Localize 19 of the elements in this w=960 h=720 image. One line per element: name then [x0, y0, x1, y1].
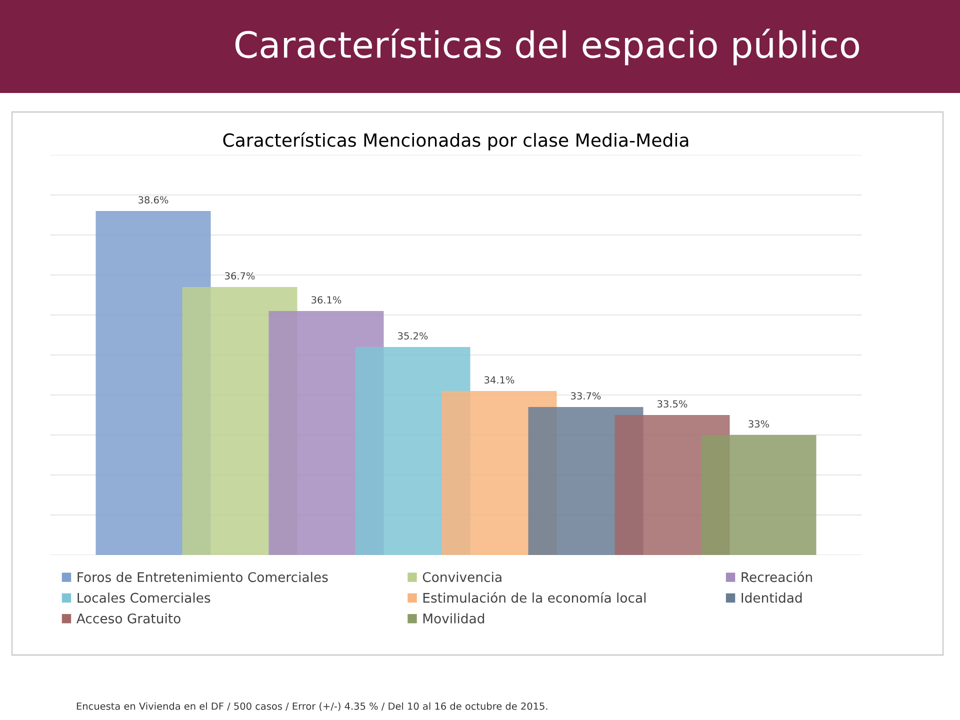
- data-label: 33%: [748, 420, 770, 428]
- data-label: 38.6%: [138, 196, 168, 204]
- legend-label: Foros de Entretenimiento Comerciales: [78, 572, 328, 582]
- legend-label: Estimulación de la economía local: [423, 592, 646, 603]
- data-label: 34.1%: [484, 376, 514, 384]
- data-label: 33.5%: [658, 400, 688, 408]
- legend-label: Movilidad: [423, 613, 484, 624]
- legend-label: Locales Comerciales: [78, 592, 210, 603]
- chart-title: Características del espacio público: [235, 28, 860, 66]
- data-label: 35.2%: [398, 332, 428, 340]
- data-label: 36.1%: [312, 296, 342, 304]
- legend-label: Acceso Gratuito: [76, 613, 180, 624]
- legend-label: Identidad: [742, 592, 802, 603]
- chart-subtitle: Características Mencionadas por clase Media-Media: [223, 132, 688, 150]
- legend-label: Recreación: [742, 571, 812, 582]
- data-label: 33.7%: [571, 392, 601, 400]
- data-label: 36.7%: [225, 272, 255, 280]
- text: Encuesta en Vivienda en el DF / 500 casos / Error (+/-) 4.35 % / Del 10 al 16 de octubre de 2015.: [76, 702, 548, 711]
- legend-label: Convivencia: [422, 572, 502, 582]
